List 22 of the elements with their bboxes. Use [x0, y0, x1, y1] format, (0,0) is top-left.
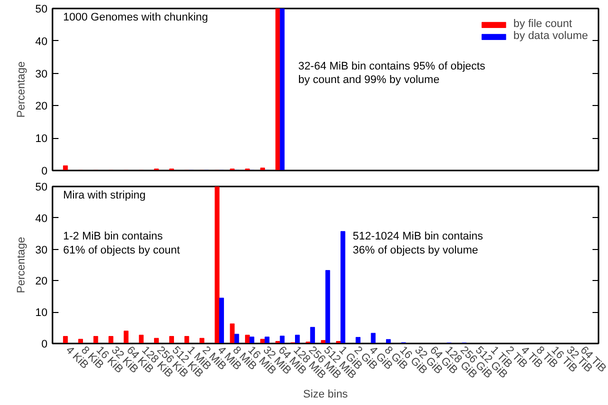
y-tick-label: 20 [35, 276, 48, 288]
y-tick-label: 10 [35, 307, 48, 320]
annotation: 32-64 MiB bin contains 95% of objects by count and 99% by volume [298, 60, 486, 86]
y-tick-label: 20 [35, 100, 48, 113]
y-tick-label: 30 [35, 244, 48, 256]
y-tick-label: 0 [41, 166, 48, 178]
legend-label: by file count [513, 18, 572, 30]
chart-title: Mira with striping [63, 190, 146, 202]
y-tick-label: 50 [35, 182, 48, 194]
legend-label: by data volume [513, 30, 588, 42]
chart-title: 1000 Genomes with chunking [63, 12, 208, 24]
y-tick-label: 10 [35, 133, 48, 146]
annotation: 1-2 MiB bin contains 61% of objects by count [63, 230, 180, 256]
y-axis-title: Percentage [15, 236, 28, 294]
y-tick-label: 30 [35, 68, 48, 80]
y-tick-label: 40 [35, 36, 48, 48]
y-tick-label: 50 [35, 4, 48, 16]
y-tick-label: 0 [41, 338, 48, 350]
y-tick-label: 40 [35, 212, 48, 225]
x-axis-title: Size bins [303, 388, 348, 401]
y-axis-title: Percentage [15, 61, 28, 118]
annotation: 512-1024 MiB bin contains 36% of objects by volume [352, 230, 484, 256]
